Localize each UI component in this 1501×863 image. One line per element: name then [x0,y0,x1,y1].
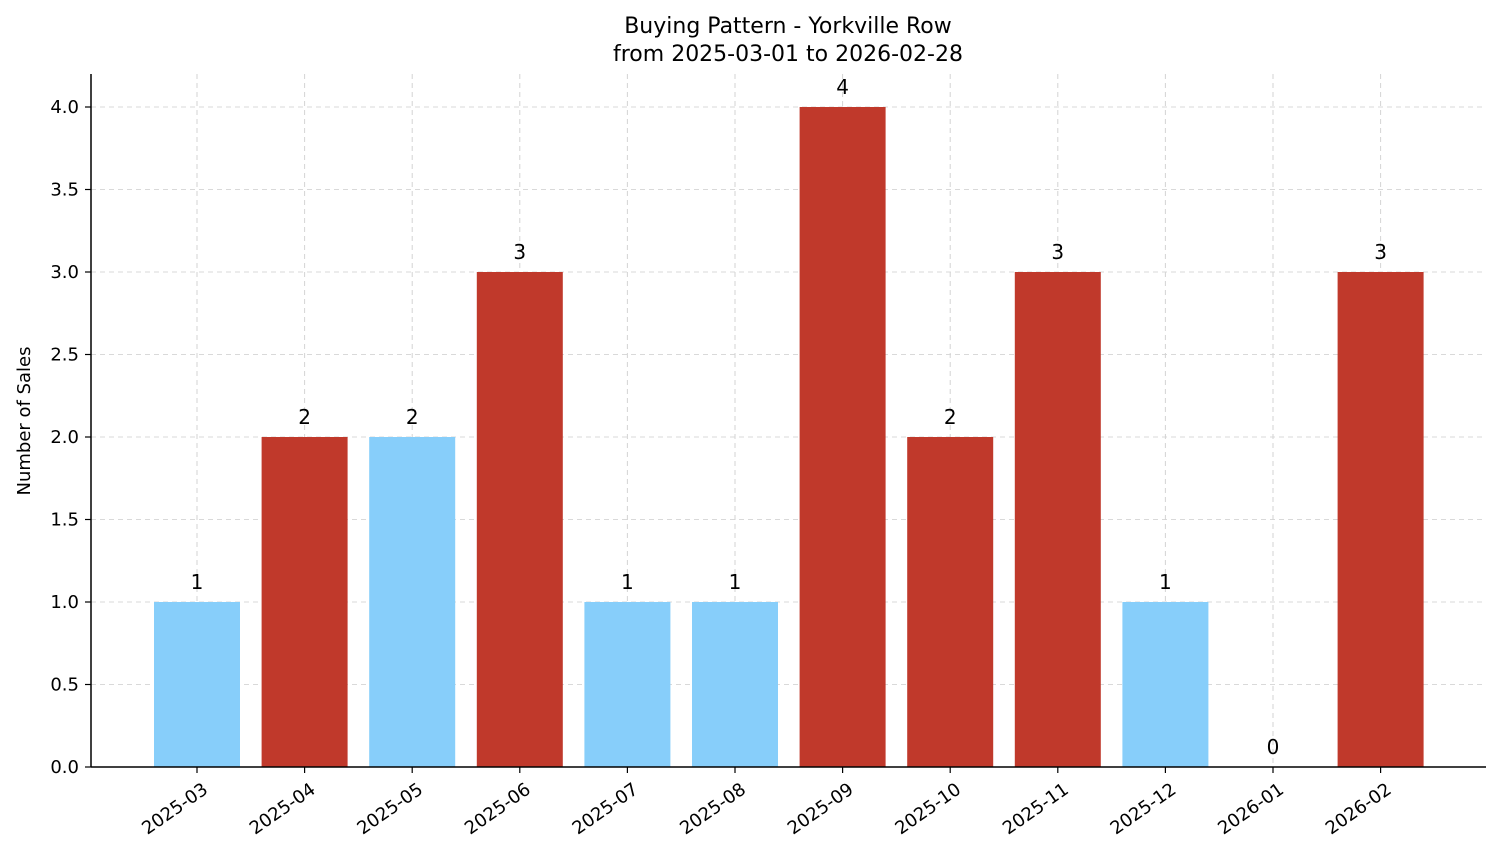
x-tick-label: 2025-04 [246,779,320,839]
bar-2025-08 [692,602,778,767]
bar-2025-07 [584,602,671,767]
y-tick-label: 2.5 [50,345,79,366]
y-tick-label: 2.0 [50,427,79,448]
data-label-2025-11: 3 [1051,240,1064,264]
data-label-2025-10: 2 [944,405,957,429]
bar-2025-04 [261,437,348,767]
bar-2025-03 [154,602,240,767]
data-label-2026-01: 0 [1267,735,1280,759]
bar-2025-10 [907,437,994,767]
x-tick-label: 2025-08 [676,779,750,839]
x-axis-ticks: 2025-03 2025-04 2025-05 2025-06 2025-07 2025-… [138,767,1395,839]
x-tick-label: 2025-03 [138,779,212,839]
bars [154,107,1424,767]
y-tick-label: 0.0 [50,757,79,778]
y-tick-label: 1.5 [50,510,79,531]
data-label-2025-12: 1 [1159,570,1172,594]
bar-2025-11 [1014,272,1101,767]
x-tick-label: 2025-07 [569,779,643,839]
y-tick-label: 3.5 [50,180,79,201]
bar-2025-09 [799,107,886,767]
y-axis-label: Number of Sales [14,346,35,495]
chart-title: Buying Pattern - Yorkville Row [624,14,952,39]
data-label-2026-02: 3 [1374,240,1387,264]
data-label-2025-07: 1 [621,570,634,594]
y-axis-ticks: 0.0 0.5 1.0 1.5 2.0 2.5 3.0 3.5 4.0 [50,97,91,778]
y-tick-label: 3.0 [50,262,79,283]
data-label-2025-09: 4 [836,75,849,99]
data-labels: 1 2 2 3 1 1 4 2 3 1 0 3 [191,75,1387,759]
data-label-2025-04: 2 [298,405,311,429]
bar-2025-05 [369,437,456,767]
y-tick-label: 4.0 [50,97,79,118]
x-tick-label: 2025-05 [353,779,427,839]
x-tick-label: 2025-09 [784,779,858,839]
data-label-2025-03: 1 [191,570,204,594]
y-tick-label: 1.0 [50,592,79,613]
bar-2025-06 [476,272,563,767]
x-tick-label: 2025-10 [891,779,965,839]
x-tick-label: 2026-01 [1214,779,1288,839]
bar-2025-12 [1122,602,1209,767]
bar-2026-02 [1337,272,1424,767]
data-label-2025-05: 2 [406,405,419,429]
data-label-2025-08: 1 [729,570,742,594]
x-tick-label: 2026-02 [1322,779,1396,839]
x-tick-label: 2025-12 [1107,779,1181,839]
x-tick-label: 2025-06 [461,779,535,839]
x-tick-label: 2025-11 [999,779,1073,839]
y-tick-label: 0.5 [50,675,79,696]
chart-subtitle: from 2025-03-01 to 2026-02-28 [613,42,963,67]
data-label-2025-06: 3 [513,240,526,264]
